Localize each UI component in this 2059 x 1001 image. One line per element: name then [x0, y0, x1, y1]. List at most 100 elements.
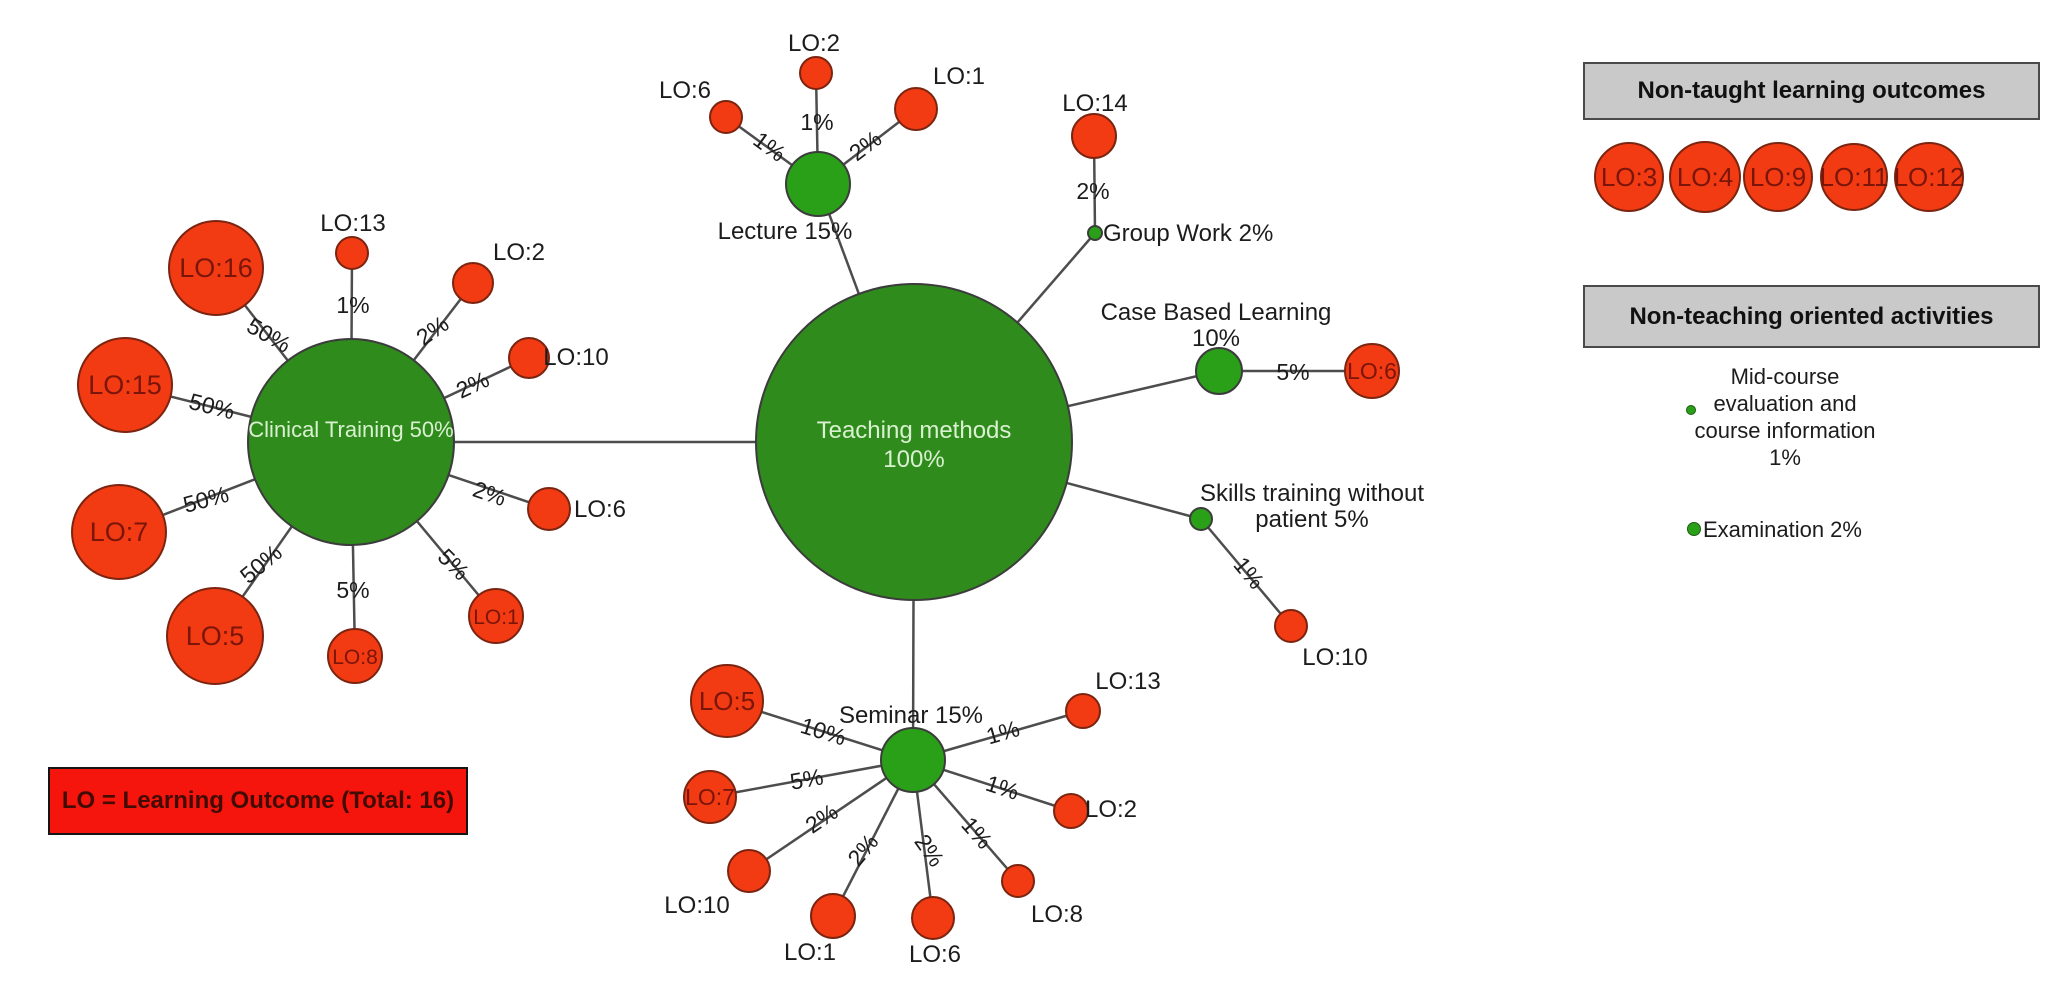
node-lecture-lo2	[799, 56, 833, 90]
seminar-lo7-label: LO:7	[685, 784, 735, 810]
node-groupwork-lo14	[1071, 113, 1117, 159]
node-clinical-lo7	[71, 484, 167, 580]
lecture-lo1-label: LO:1	[933, 63, 985, 90]
mid-course-line-1: Mid-course	[1730, 364, 1840, 389]
mid-course-pct: 1%	[1769, 445, 1801, 470]
examination-label: Examination 2%	[1703, 517, 1862, 542]
examination-dot-icon	[1687, 522, 1701, 536]
panel-lo12-label: LO:12	[1894, 162, 1965, 192]
edge-label-seminar-lo6: 2%	[909, 829, 949, 871]
clinical-lo2-label: LO:2	[493, 239, 545, 266]
seminar-lo10-label: LO:10	[664, 892, 729, 919]
lecture-lo6-label: LO:6	[659, 77, 711, 104]
node-seminar-lo2	[1053, 793, 1089, 829]
seminar-hub-label: Seminar 15%	[839, 702, 983, 729]
edge-skills-lo10	[1200, 518, 1292, 627]
node-skills-dot	[1189, 507, 1213, 531]
teaching-hub-label-2: 100%	[883, 446, 944, 473]
clinical-lo13-label: LO:13	[320, 210, 385, 237]
node-lecture-lo6	[709, 100, 743, 134]
edge-seminar-lo10	[748, 758, 914, 873]
teaching-hub-label-1: Teaching methods	[817, 417, 1012, 444]
node-clinical-lo10	[508, 337, 550, 379]
node-panel-lo3	[1594, 142, 1664, 212]
mid-course-item: Mid-course evaluation and course informa…	[1690, 363, 1880, 471]
clinical-lo15-label: LO:15	[88, 370, 162, 400]
panel-header-non-teaching: Non-teaching oriented activities	[1583, 285, 2040, 348]
edge-label-clinical-lo15: 50%	[186, 388, 237, 424]
node-seminar-lo5	[690, 664, 764, 738]
node-clinical-lo2	[452, 262, 494, 304]
node-seminar-lo7	[683, 770, 737, 824]
seminar-lo2-label: LO:2	[1085, 796, 1137, 823]
clinical-lo5-label: LO:5	[186, 621, 245, 651]
skills-label-1: Skills training without	[1200, 480, 1424, 507]
edge-label-groupwork-lo14: 2%	[1076, 178, 1109, 204]
node-lecture-lo1	[894, 87, 938, 131]
panel-lo3-label: LO:3	[1601, 162, 1657, 192]
node-panel-lo9	[1743, 142, 1813, 212]
node-lecture-hub	[785, 151, 851, 217]
cbl-lo6-label: LO:6	[1347, 358, 1397, 384]
node-clinical-lo15	[77, 337, 173, 433]
panel-lo11-label: LO:11	[1820, 162, 1889, 192]
edge-label-clinical-lo7: 50%	[180, 481, 231, 518]
node-clinical-lo5	[166, 587, 264, 685]
node-panel-lo4	[1669, 141, 1741, 213]
edge-seminar-lo7	[709, 758, 914, 799]
node-panel-lo11	[1820, 143, 1888, 211]
node-clinical-lo6	[527, 487, 571, 531]
node-cbl-hub	[1195, 347, 1243, 395]
node-seminar-lo13	[1065, 693, 1101, 729]
node-seminar-lo1	[810, 893, 856, 939]
seminar-lo6-label: LO:6	[909, 941, 961, 968]
clinical-hub-label: Clinical Training 50%	[248, 417, 453, 442]
edge-label-cbl-lo6: 5%	[1276, 359, 1309, 385]
node-panel-lo12	[1894, 142, 1964, 212]
mid-course-dot-icon	[1686, 405, 1696, 415]
edge-label-seminar-lo13: 1%	[983, 715, 1022, 749]
lecture-hub-label: Lecture 15%	[718, 218, 853, 245]
panel-lo9-label: LO:9	[1750, 162, 1806, 192]
legend-label: LO = Learning Outcome (Total: 16)	[61, 787, 455, 814]
edge-label-seminar-lo7: 5%	[788, 763, 825, 794]
lecture-lo2-label: LO:2	[788, 30, 840, 57]
node-clinical-lo16	[168, 220, 264, 316]
mid-course-line-3: course information	[1694, 418, 1876, 443]
clinical-lo1-label: LO:1	[473, 606, 519, 629]
node-clinical-hub	[247, 338, 455, 546]
legend-box: LO = Learning Outcome (Total: 16)	[48, 767, 468, 835]
panel-lo4-label: LO:4	[1677, 162, 1733, 192]
node-seminar-hub	[880, 727, 946, 793]
edge-label-clinical-lo8: 5%	[336, 577, 369, 603]
clinical-lo7-label: LO:7	[90, 517, 149, 547]
node-seminar-lo8	[1001, 864, 1035, 898]
node-seminar-lo6	[911, 896, 955, 940]
node-skills-lo10	[1274, 609, 1308, 643]
seminar-lo13-label: LO:13	[1095, 668, 1160, 695]
node-clinical-lo1	[468, 588, 524, 644]
node-cbl-lo6	[1344, 343, 1400, 399]
cbl-hub-label-2: 10%	[1192, 325, 1240, 352]
seminar-lo1-label: LO:1	[784, 939, 836, 966]
seminar-lo5-label: LO:5	[699, 686, 755, 716]
node-clinical-lo13	[335, 236, 369, 270]
edge-label-clinical-lo6: 2%	[470, 476, 510, 511]
edge-label-clinical-lo13: 1%	[336, 292, 369, 318]
groupwork-lo14-label: LO:14	[1062, 90, 1127, 117]
clinical-lo16-label: LO:16	[179, 253, 253, 283]
panel-header-non-taught: Non-taught learning outcomes	[1583, 62, 2040, 120]
groupwork-label: Group Work 2%	[1103, 220, 1273, 247]
cbl-hub-label-1: Case Based Learning	[1101, 299, 1332, 326]
edge-label-clinical-lo16: 50%	[243, 312, 296, 358]
mid-course-line-2: evaluation and	[1713, 391, 1857, 416]
edge-label-clinical-lo10: 2%	[452, 366, 493, 404]
edge-label-lecture-lo2: 1%	[800, 109, 833, 135]
seminar-lo8-label: LO:8	[1031, 901, 1083, 928]
edge-label-seminar-lo1: 2%	[842, 829, 883, 871]
edge-label-seminar-lo2: 1%	[983, 770, 1023, 805]
skills-label-2: patient 5%	[1255, 506, 1368, 533]
clinical-lo6-label: LO:6	[574, 496, 626, 523]
